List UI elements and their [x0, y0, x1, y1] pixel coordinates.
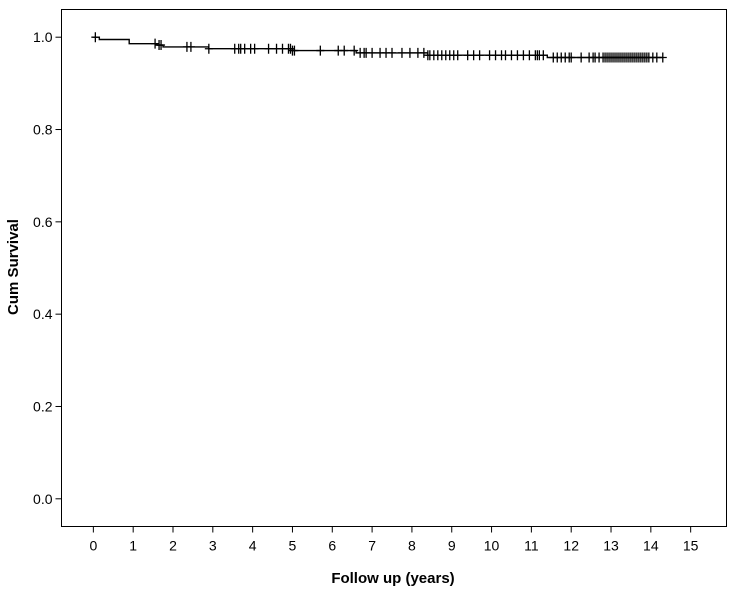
censor-mark	[204, 43, 213, 54]
x-tick-label: 5	[289, 538, 297, 554]
x-tick-label: 12	[563, 538, 579, 554]
y-tick-label: 1.0	[33, 29, 53, 45]
censor-mark	[340, 45, 349, 56]
censor-mark	[453, 50, 462, 61]
censor-mark	[151, 38, 160, 49]
y-axis-title: Cum Survival	[5, 219, 22, 315]
x-tick-label: 4	[249, 538, 257, 554]
censor-mark	[91, 32, 100, 43]
censor-marks	[91, 32, 667, 63]
censor-mark	[250, 43, 259, 54]
x-tick-label: 2	[169, 538, 177, 554]
x-tick-label: 11	[524, 538, 539, 554]
y-tick-label: 0.0	[33, 491, 53, 507]
x-tick-label: 3	[209, 538, 217, 554]
x-tick-label: 9	[448, 538, 456, 554]
censor-mark	[264, 43, 273, 54]
x-tick-label: 15	[683, 538, 699, 554]
y-tick-label: 0.4	[33, 306, 53, 322]
y-axis: 0.0 0.2 0.4 0.6 0.8 1.0	[33, 29, 62, 507]
y-tick-label: 0.6	[33, 214, 53, 230]
censor-mark	[539, 50, 548, 61]
censor-mark	[286, 43, 295, 54]
censor-mark	[350, 45, 359, 56]
censor-mark	[419, 47, 428, 58]
x-tick-label: 6	[328, 538, 336, 554]
censor-mark	[316, 45, 325, 56]
plot-frame	[61, 9, 727, 527]
censor-mark	[475, 50, 484, 61]
x-tick-label: 10	[484, 538, 500, 554]
y-tick-label: 0.2	[33, 398, 53, 414]
y-tick-label: 0.8	[33, 122, 53, 138]
censor-mark	[405, 47, 414, 58]
censor-mark	[157, 40, 166, 51]
censor-mark	[368, 47, 377, 58]
x-tick-label: 0	[89, 538, 97, 554]
x-tick-label: 14	[643, 538, 659, 554]
censor-mark	[658, 52, 667, 63]
censor-mark	[567, 52, 576, 63]
x-axis-title: Follow up (years)	[331, 570, 454, 587]
censor-mark	[290, 45, 299, 56]
x-tick-label: 1	[129, 538, 137, 554]
censor-mark	[577, 52, 586, 63]
censor-mark	[388, 47, 397, 58]
x-axis: 0 1 2 3 4 5 6 7 8 9 10 11 12 13 14 15	[89, 526, 699, 554]
censor-mark	[397, 47, 406, 58]
x-tick-label: 8	[408, 538, 416, 554]
x-tick-label: 13	[603, 538, 619, 554]
x-tick-label: 7	[368, 538, 376, 554]
censor-mark	[186, 41, 195, 52]
